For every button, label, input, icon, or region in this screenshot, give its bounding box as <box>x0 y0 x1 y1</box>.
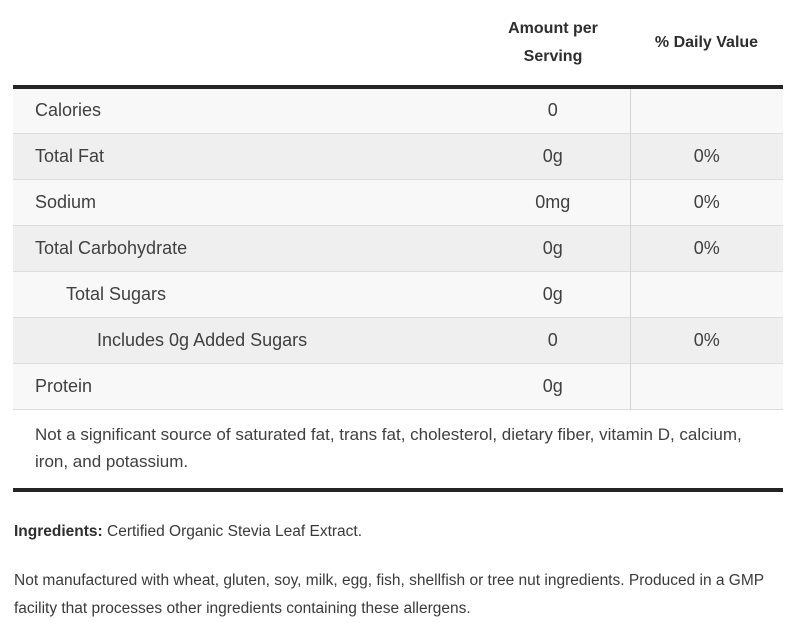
table-row: Protein 0g <box>13 362 783 409</box>
nutrient-amount: 0g <box>476 270 630 317</box>
nutrient-label: Total Sugars <box>13 270 476 317</box>
ingredients-value: Certified Organic Stevia Leaf Extract. <box>107 522 363 540</box>
nutrient-amount: 0 <box>476 316 630 363</box>
table-footnote-row: Not a significant source of saturated fa… <box>13 408 783 492</box>
nutrient-daily-value: 0% <box>629 132 783 179</box>
footnote-text: Not a significant source of saturated fa… <box>13 408 783 492</box>
nutrient-daily-value <box>629 87 783 133</box>
nutrient-amount: 0mg <box>476 178 630 225</box>
table-row: Sodium 0mg 0% <box>13 178 783 225</box>
nutrient-label: Total Carbohydrate <box>13 224 476 271</box>
column-header-daily-value: % Daily Value <box>630 0 783 89</box>
nutrient-label: Includes 0g Added Sugars <box>13 316 476 363</box>
table-row: Total Carbohydrate 0g 0% <box>13 224 783 271</box>
nutrient-label: Total Fat <box>13 132 476 179</box>
allergen-note: Not manufactured with wheat, gluten, soy… <box>14 571 764 617</box>
nutrient-amount: 0g <box>476 132 630 179</box>
table-row: Includes 0g Added Sugars 0 0% <box>13 316 783 363</box>
column-header-empty <box>13 0 476 89</box>
table-row: Total Fat 0g 0% <box>13 132 783 179</box>
nutrient-daily-value <box>629 270 783 317</box>
nutrient-daily-value <box>629 362 783 409</box>
nutrient-label: Sodium <box>13 178 476 225</box>
nutrient-daily-value: 0% <box>629 316 783 363</box>
nutrient-amount: 0 <box>476 87 630 133</box>
table-row: Total Sugars 0g <box>13 270 783 317</box>
nutrient-daily-value: 0% <box>629 178 783 225</box>
nutrient-label: Calories <box>13 87 476 133</box>
table-body: Calories 0 Total Fat 0g 0% Sodium 0mg 0% Total C… <box>13 87 783 409</box>
ingredients-label: Ingredients: <box>14 522 103 540</box>
nutrient-daily-value: 0% <box>629 224 783 271</box>
column-header-amount-per-serving: Amount per Serving <box>476 0 630 89</box>
ingredients-line: Ingredients: Certified Organic Stevia Le… <box>14 521 783 542</box>
table-row: Calories 0 <box>13 87 783 133</box>
nutrition-table: Amount per Serving % Daily Value Calorie… <box>13 0 783 492</box>
nutrient-label: Protein <box>13 362 476 409</box>
nutrition-facts-panel: Amount per Serving % Daily Value Calorie… <box>13 0 783 623</box>
nutrient-amount: 0g <box>476 362 630 409</box>
table-header: Amount per Serving % Daily Value <box>13 0 783 89</box>
nutrient-amount: 0g <box>476 224 630 271</box>
